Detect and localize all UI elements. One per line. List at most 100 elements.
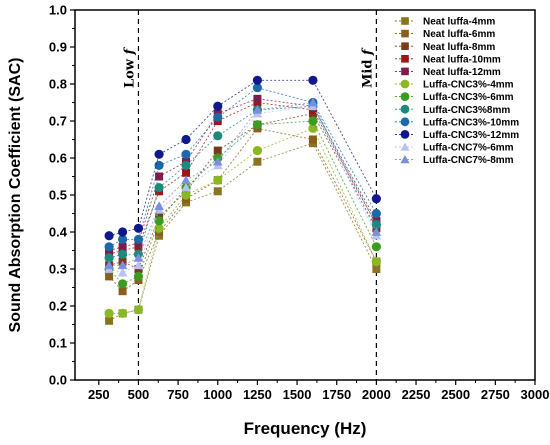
data-point	[213, 146, 222, 155]
y-tick-label: 0.3	[49, 262, 67, 277]
data-point	[105, 272, 114, 281]
x-tick-label: 1000	[203, 387, 232, 402]
data-point	[104, 231, 114, 241]
legend-marker	[401, 17, 409, 25]
reference-line-label: Low f	[122, 46, 137, 88]
legend-marker	[400, 104, 410, 114]
data-point	[105, 316, 114, 325]
data-point	[154, 149, 164, 159]
data-point	[252, 120, 263, 130]
series-line	[108, 79, 377, 237]
data-point	[252, 105, 263, 114]
series-12	[104, 97, 382, 270]
y-tick-label: 0.0	[49, 373, 67, 388]
data-point	[308, 135, 317, 144]
data-point	[252, 146, 263, 156]
data-point	[133, 253, 144, 262]
data-point	[253, 94, 262, 103]
y-tick-label: 0.8	[49, 77, 67, 92]
series-line	[108, 87, 377, 248]
legend-label: Neat luffa-8mm	[423, 42, 495, 53]
data-point	[181, 182, 191, 192]
data-point	[371, 242, 381, 252]
data-point	[104, 308, 114, 318]
legend-marker	[400, 130, 410, 139]
data-point	[117, 308, 128, 318]
data-point	[181, 149, 191, 159]
legend-label: Neat luffa-10mm	[423, 54, 501, 65]
x-tick-label: 2000	[362, 387, 391, 402]
y-tick-label: 0.9	[49, 40, 67, 55]
y-tick-label: 0.2	[49, 299, 67, 314]
data-point	[133, 223, 144, 233]
legend-label: Neat luffa-12mm	[423, 67, 501, 78]
x-axis-title: Frequency (Hz)	[244, 419, 367, 438]
series-5	[105, 94, 381, 255]
data-point	[308, 116, 318, 126]
data-point	[117, 249, 128, 259]
data-point	[181, 134, 191, 145]
y-axis-title: Sound Absorption Coefficient (SAC)	[7, 58, 24, 333]
legend-label: Luffa-CNC7%-6mm	[423, 143, 514, 154]
legend-label: Luffa-CNC3%-10mm	[423, 117, 519, 128]
legend-marker	[400, 92, 410, 101]
data-point	[252, 75, 263, 85]
data-point	[212, 156, 223, 166]
legend-marker	[401, 29, 409, 38]
data-point	[118, 287, 127, 296]
y-tick-label: 0.4	[49, 225, 68, 240]
legend-label: Luffa-CNC3%-12mm	[423, 130, 519, 141]
series-6	[104, 123, 381, 318]
data-point	[213, 187, 222, 196]
data-point	[133, 260, 144, 270]
data-point	[104, 242, 114, 252]
x-tick-label: 1500	[283, 387, 312, 402]
legend-marker	[401, 67, 409, 76]
data-point	[104, 253, 114, 263]
plot-frame	[74, 9, 536, 381]
data-point	[371, 227, 382, 236]
x-tick-label: 2750	[481, 387, 510, 402]
legend-label: Luffa-CNC3%-4mm	[423, 80, 514, 91]
data-point	[154, 223, 164, 233]
data-point	[182, 168, 191, 177]
series-line	[108, 105, 377, 259]
x-tick-label: 1250	[243, 387, 272, 402]
series-line	[108, 120, 377, 285]
data-point	[253, 157, 262, 166]
series-line	[108, 142, 377, 322]
data-point	[104, 260, 114, 270]
data-point	[213, 112, 223, 122]
reference-line-label: Mid f	[360, 47, 375, 88]
x-tick-label: 250	[88, 387, 110, 402]
data-point	[117, 267, 128, 277]
data-point	[308, 75, 318, 85]
data-point	[213, 175, 223, 185]
series-1	[105, 139, 381, 325]
data-point	[252, 83, 263, 93]
data-point	[133, 271, 144, 281]
legend-label: Luffa-CNC7%-8mm	[423, 155, 514, 166]
data-point	[117, 234, 128, 244]
legend-label: Neat luffa-4mm	[423, 17, 495, 28]
y-tick-label: 0.1	[49, 336, 67, 351]
legend-label: Neat luffa-6mm	[423, 29, 495, 40]
series-3	[105, 109, 381, 273]
x-tick-label: 500	[128, 387, 150, 402]
legend-marker	[400, 117, 410, 127]
data-point	[133, 234, 144, 244]
data-point	[133, 305, 144, 315]
x-tick-label: 1750	[322, 387, 351, 402]
y-tick-label: 0.5	[49, 188, 67, 203]
data-point	[154, 160, 164, 170]
series-4	[105, 98, 381, 259]
x-tick-label: 2250	[402, 387, 431, 402]
data-point	[372, 265, 381, 273]
legend-marker	[400, 79, 410, 89]
data-point	[154, 183, 164, 193]
y-tick-label: 0.6	[49, 151, 67, 166]
x-tick-label: 2500	[441, 387, 470, 402]
series-10	[104, 75, 381, 241]
